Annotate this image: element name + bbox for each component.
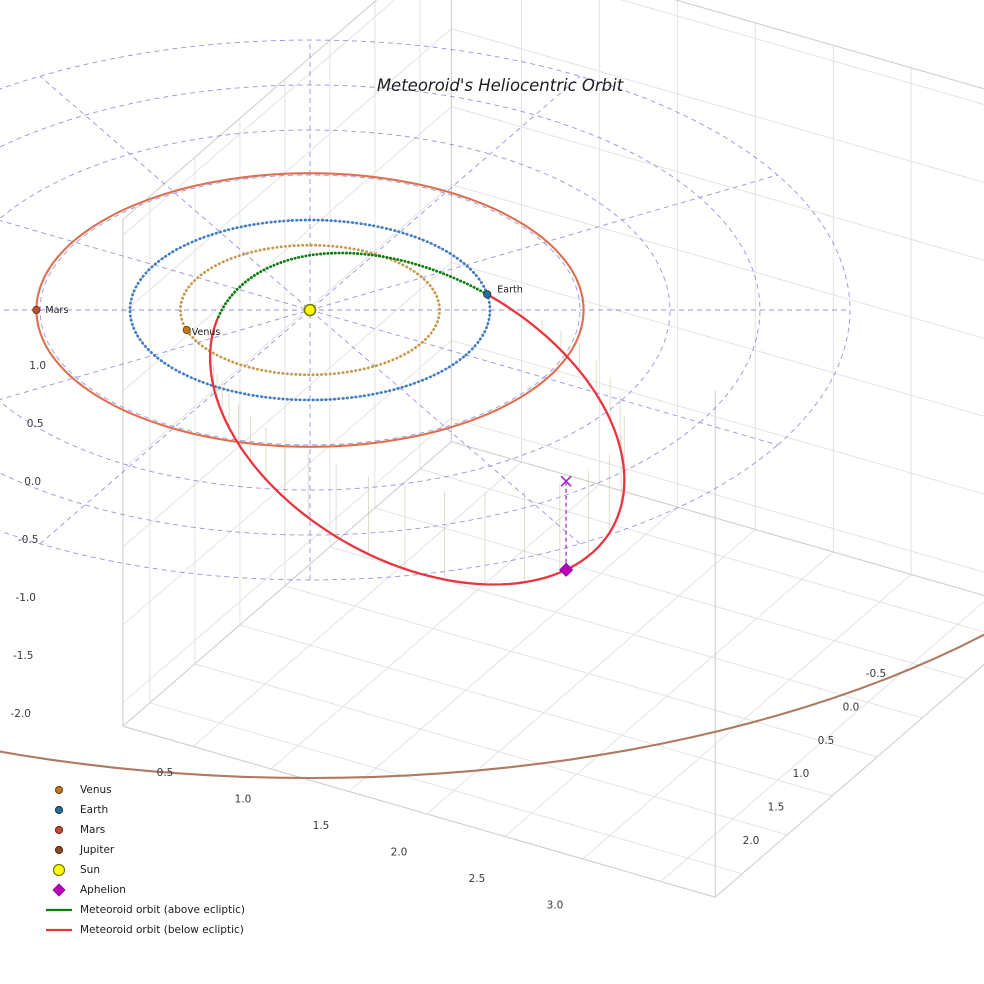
legend-label: Earth: [80, 804, 109, 816]
legend-marker-venus: [54, 785, 64, 795]
z-tick-label: 1.0: [29, 360, 46, 372]
planet-orbits: [0, 172, 984, 780]
legend-label: Aphelion: [80, 884, 126, 896]
y-tick-label: 2.0: [743, 835, 760, 847]
legend-marker-sun: [52, 863, 66, 877]
orbit-mars: [35, 172, 585, 448]
orbit-jupiter: [0, 633, 984, 780]
x-tick-label: 1.5: [313, 820, 330, 832]
y-tick-label: 1.0: [793, 768, 810, 780]
planet-label-venus: Venus: [192, 327, 221, 338]
x-tick-label: 3.0: [547, 900, 564, 912]
planet-marker-earth: [483, 290, 492, 299]
legend: Venus Earth Mars Jupiter Sun Aphelion Meteoroi…: [44, 780, 245, 940]
axes-box-edges: [122, 0, 984, 898]
z-tick-label: -0.5: [18, 534, 39, 546]
z-tick-label: -1.5: [13, 650, 34, 662]
legend-label: Venus: [80, 784, 112, 796]
legend-item: Venus: [44, 780, 245, 800]
legend-marker-earth: [54, 805, 64, 815]
z-tick-label: -2.0: [11, 708, 32, 720]
legend-marker-meteoroid: [46, 928, 72, 932]
legend-marker-aphelion: [52, 883, 66, 897]
legend-label: Mars: [80, 824, 106, 836]
x-tick-label: 2.0: [391, 847, 408, 859]
z-tick-label: 0.0: [24, 476, 41, 488]
orbit-earth: [128, 218, 492, 402]
x-tick-label: 0.5: [157, 767, 174, 779]
planet-marker-mars: [32, 305, 41, 315]
x-tick-label: 2.5: [469, 873, 486, 885]
chart-title: Meteoroid's Heliocentric Orbit: [376, 76, 624, 95]
meteoroid-orbit-below: [208, 293, 626, 586]
orbit-venus: [178, 243, 442, 377]
z-tick-label: 0.5: [27, 418, 44, 430]
projection-stems: [209, 301, 625, 585]
legend-label: Meteoroid orbit (above ecliptic): [80, 904, 245, 916]
y-tick-label: 1.5: [768, 802, 785, 814]
planet-label-earth: Earth: [497, 284, 522, 295]
ecliptic-polar-grid: [0, 39, 851, 581]
legend-label: Sun: [80, 864, 100, 876]
legend-item: Sun: [44, 860, 245, 880]
y-tick-label: 0.0: [843, 701, 860, 713]
meteoroid-orbit-above: [216, 251, 489, 320]
legend-marker-jupiter: [54, 845, 64, 855]
legend-label: Meteoroid orbit (below ecliptic): [80, 924, 244, 936]
legend-item: Earth: [44, 800, 245, 820]
pane-gridlines: [122, 0, 984, 882]
legend-item: Meteoroid orbit (below ecliptic): [44, 920, 245, 940]
legend-label: Jupiter: [80, 844, 115, 856]
planet-label-mars: Mars: [45, 305, 68, 316]
legend-item: Jupiter: [44, 840, 245, 860]
aphelion-ecliptic-cross-marker: [560, 475, 572, 487]
aphelion-marker: [559, 562, 574, 577]
z-tick-label: -1.0: [16, 592, 37, 604]
legend-marker-mars: [54, 825, 64, 835]
y-tick-label: 0.5: [818, 735, 835, 747]
y-tick-label: -0.5: [866, 668, 887, 680]
legend-item: Aphelion: [44, 880, 245, 900]
sun-marker: [303, 303, 317, 317]
legend-item: Meteoroid orbit (above ecliptic): [44, 900, 245, 920]
legend-marker-meteoroid: [46, 908, 72, 912]
legend-item: Mars: [44, 820, 245, 840]
planet-marker-venus: [182, 325, 191, 335]
x-tick-label: 1.0: [235, 794, 252, 806]
